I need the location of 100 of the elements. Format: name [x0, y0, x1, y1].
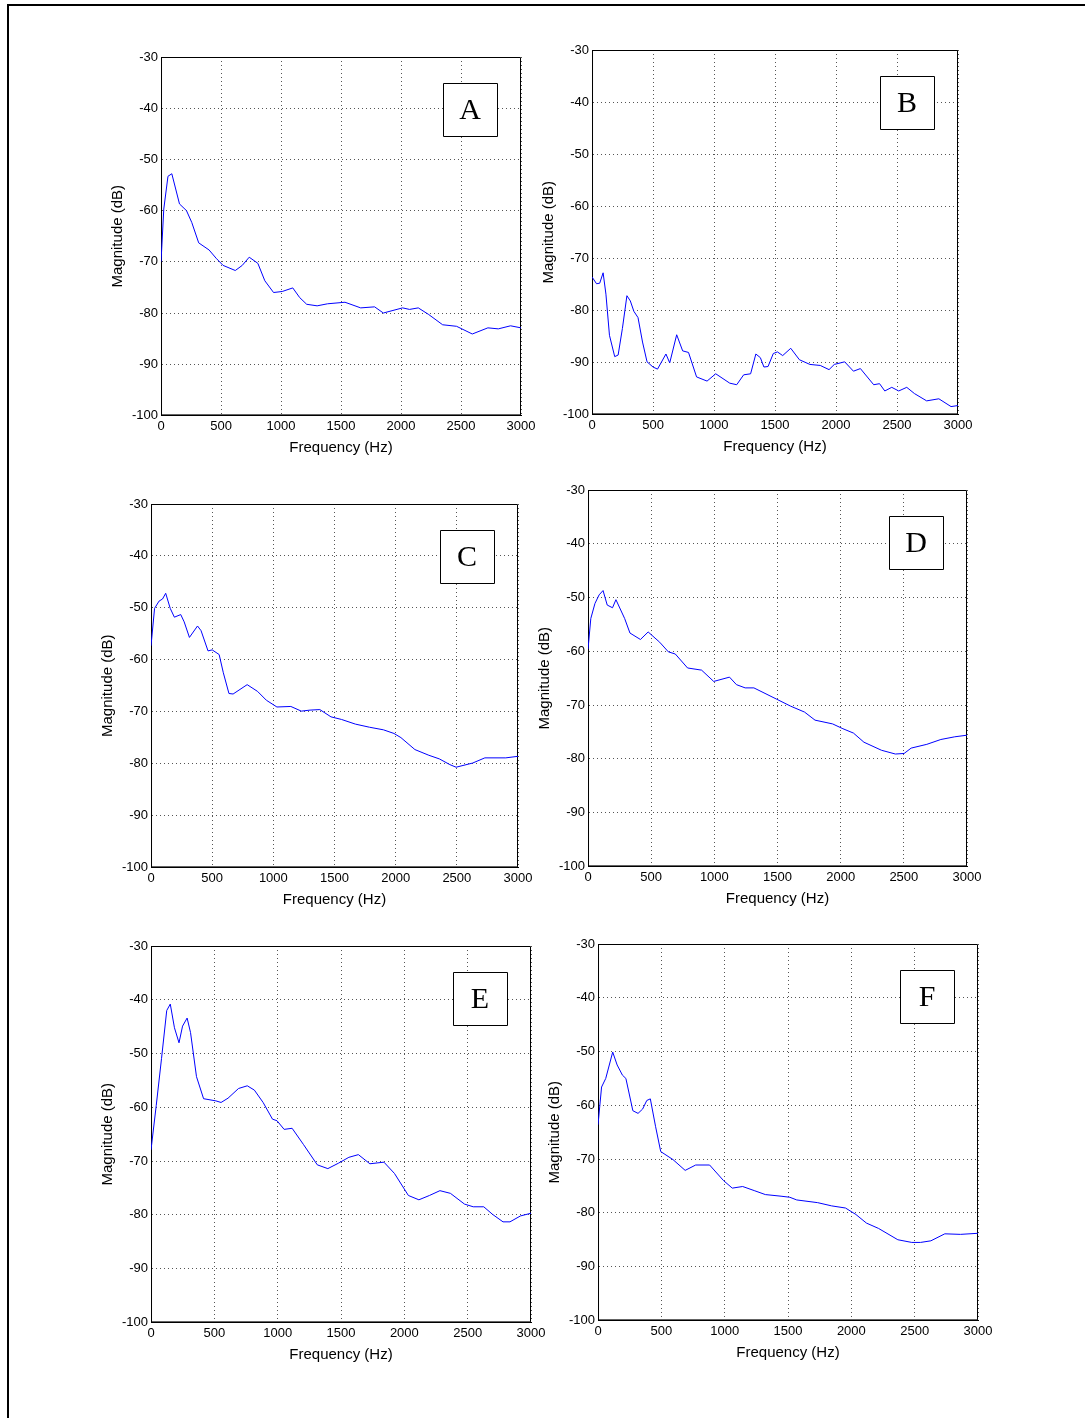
- y-tick-label: -40: [139, 99, 159, 115]
- x-tick-label: 3000: [952, 868, 982, 884]
- x-tick-label: 1000: [699, 416, 729, 432]
- x-tick-label: 2500: [446, 417, 476, 433]
- y-axis-title: Magnitude (dB): [545, 1080, 563, 1184]
- x-tick-label: 1500: [763, 868, 792, 884]
- y-tick-label: -100: [121, 1313, 149, 1329]
- y-tick-label: -40: [570, 93, 590, 109]
- x-tick-label: 0: [147, 869, 155, 885]
- annotation: A: [459, 92, 482, 126]
- x-axis-title: Frequency (Hz): [725, 889, 830, 907]
- y-tick-label: -30: [139, 48, 159, 64]
- x-tick-label: 1500: [320, 869, 349, 885]
- y-tick-label: -80: [570, 301, 590, 317]
- y-tick-label: -70: [576, 1150, 596, 1166]
- x-tick-label: 2000: [826, 868, 856, 884]
- x-axis-title: Frequency (Hz): [736, 1343, 840, 1361]
- y-tick-label: -90: [570, 353, 590, 369]
- y-tick-label: -60: [129, 1098, 149, 1114]
- y-tick-label: -70: [129, 1152, 149, 1168]
- x-tick-label: 2500: [900, 1322, 930, 1338]
- x-tick-label: 2500: [453, 1324, 483, 1340]
- x-tick-label: 2500: [889, 868, 919, 884]
- y-tick-label: -40: [129, 547, 149, 563]
- x-tick-label: 0: [157, 417, 165, 433]
- y-tick-label: -60: [139, 202, 159, 218]
- y-tick-label: -40: [129, 991, 149, 1007]
- y-tick-label: -60: [129, 651, 149, 667]
- x-tick-label: 0: [594, 1322, 602, 1338]
- y-tick-label: -60: [576, 1096, 596, 1112]
- y-tick-label: -100: [568, 1311, 596, 1327]
- y-tick-label: -80: [576, 1204, 596, 1220]
- y-tick-label: -50: [139, 150, 159, 166]
- y-tick-label: -90: [566, 804, 586, 820]
- y-tick-label: -90: [139, 355, 159, 371]
- y-tick-label: -30: [570, 41, 590, 57]
- x-tick-label: 2500: [442, 869, 472, 885]
- x-axis-title: Frequency (Hz): [289, 438, 393, 456]
- x-tick-label: 1000: [710, 1322, 740, 1338]
- x-tick-label: 500: [201, 869, 224, 885]
- x-tick-label: 2500: [882, 416, 912, 432]
- x-tick-label: 500: [203, 1324, 226, 1340]
- x-tick-label: 3000: [503, 869, 533, 885]
- y-tick-label: -80: [129, 1206, 149, 1222]
- y-tick-label: -90: [129, 1260, 149, 1276]
- x-tick-label: 500: [650, 1322, 673, 1338]
- x-tick-label: 1500: [773, 1322, 803, 1338]
- y-tick-label: -100: [121, 858, 149, 874]
- x-tick-label: 2000: [389, 1324, 419, 1340]
- y-tick-label: -80: [566, 750, 586, 766]
- y-tick-label: -50: [576, 1043, 596, 1059]
- x-tick-label: 0: [588, 416, 596, 432]
- annotation: B: [896, 85, 918, 119]
- x-tick-label: 3000: [963, 1322, 993, 1338]
- y-tick-label: -90: [129, 807, 149, 823]
- x-tick-label: 2000: [381, 869, 411, 885]
- x-tick-label: 1000: [266, 417, 296, 433]
- y-axis-title: Magnitude (dB): [535, 626, 553, 730]
- y-axis-title: Magnitude (dB): [98, 634, 116, 737]
- annotation: E: [470, 981, 490, 1015]
- x-tick-label: 0: [584, 868, 592, 884]
- x-tick-label: 2000: [821, 416, 851, 432]
- x-axis-title: Frequency (Hz): [289, 1345, 393, 1363]
- x-tick-label: 0: [147, 1324, 155, 1340]
- y-tick-label: -30: [566, 481, 586, 497]
- y-tick-label: -50: [129, 599, 149, 615]
- y-tick-label: -70: [566, 696, 586, 712]
- x-tick-label: 1000: [258, 869, 288, 885]
- x-tick-label: 1500: [326, 417, 356, 433]
- y-axis-title: Magnitude (dB): [108, 184, 126, 288]
- annotation: F: [918, 979, 936, 1013]
- x-tick-label: 500: [210, 417, 232, 433]
- y-tick-label: -100: [131, 406, 159, 422]
- x-tick-label: 2000: [836, 1322, 866, 1338]
- y-tick-label: -80: [129, 755, 149, 771]
- x-axis-title: Frequency (Hz): [723, 437, 827, 455]
- y-axis-title: Magnitude (dB): [98, 1082, 116, 1186]
- y-tick-label: -40: [576, 989, 596, 1005]
- y-tick-label: -30: [129, 937, 149, 953]
- x-tick-label: 1500: [760, 416, 790, 432]
- y-tick-label: -90: [576, 1258, 596, 1274]
- y-tick-label: -70: [139, 253, 159, 269]
- y-tick-label: -30: [576, 935, 596, 951]
- y-tick-label: -70: [129, 703, 149, 719]
- y-tick-label: -50: [570, 145, 590, 161]
- x-axis-title: Frequency (Hz): [282, 890, 387, 908]
- y-tick-label: -100: [558, 857, 586, 873]
- y-tick-label: -60: [570, 197, 590, 213]
- y-tick-label: -100: [562, 405, 590, 421]
- y-tick-label: -70: [570, 249, 590, 265]
- x-tick-label: 500: [640, 868, 663, 884]
- y-tick-label: -50: [129, 1045, 149, 1061]
- y-tick-label: -50: [566, 589, 586, 605]
- y-tick-label: -40: [566, 535, 586, 551]
- y-tick-label: -60: [566, 642, 586, 658]
- x-tick-label: 1500: [326, 1324, 356, 1340]
- x-tick-label: 3000: [506, 417, 536, 433]
- annotation: C: [456, 539, 478, 573]
- x-tick-label: 1000: [263, 1324, 293, 1340]
- y-axis-title: Magnitude (dB): [539, 180, 557, 284]
